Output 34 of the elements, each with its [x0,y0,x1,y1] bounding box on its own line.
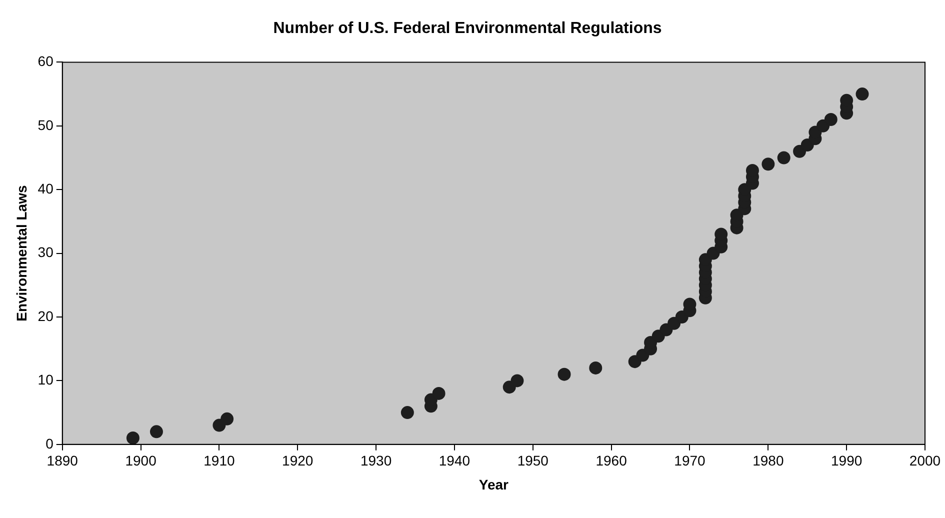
y-tick-label: 20 [38,308,54,324]
point [400,406,414,420]
y-tick-label: 40 [38,180,54,196]
point [150,425,163,438]
point [126,432,140,444]
x-tick-label: 1980 [752,452,784,469]
point [558,368,571,381]
x-tick-label: 1960 [596,452,628,469]
point [762,158,775,171]
y-tick-label: 10 [38,372,54,388]
point [856,88,869,101]
y-tick-label: 50 [38,116,54,133]
y-axis-title: Environmental Laws [13,185,30,322]
x-tick-label: 1950 [517,452,549,469]
x-tick-label: 1940 [438,452,470,469]
x-tick-label: 1890 [46,452,78,469]
x-tick-label: 1900 [125,452,157,469]
x-axis-title: Year [478,476,510,492]
chart-title: Number of U.S. Federal Environmental Regulations [273,20,662,38]
point [510,374,524,388]
point [432,386,446,400]
x-tick-label: 1910 [204,452,235,469]
x-tick-label: 1920 [282,452,314,469]
point [589,361,602,374]
x-tick-label: 1990 [831,452,862,469]
y-tick-label: 60 [38,53,54,70]
point [824,113,838,126]
y-tick-label: 30 [38,244,54,260]
x-tick-label: 1970 [674,452,706,469]
point [777,151,790,164]
x-tick-label: 1930 [360,452,392,469]
x-tick-label: 2000 [909,452,941,469]
y-tick-label: 0 [46,435,54,452]
point [220,412,234,426]
